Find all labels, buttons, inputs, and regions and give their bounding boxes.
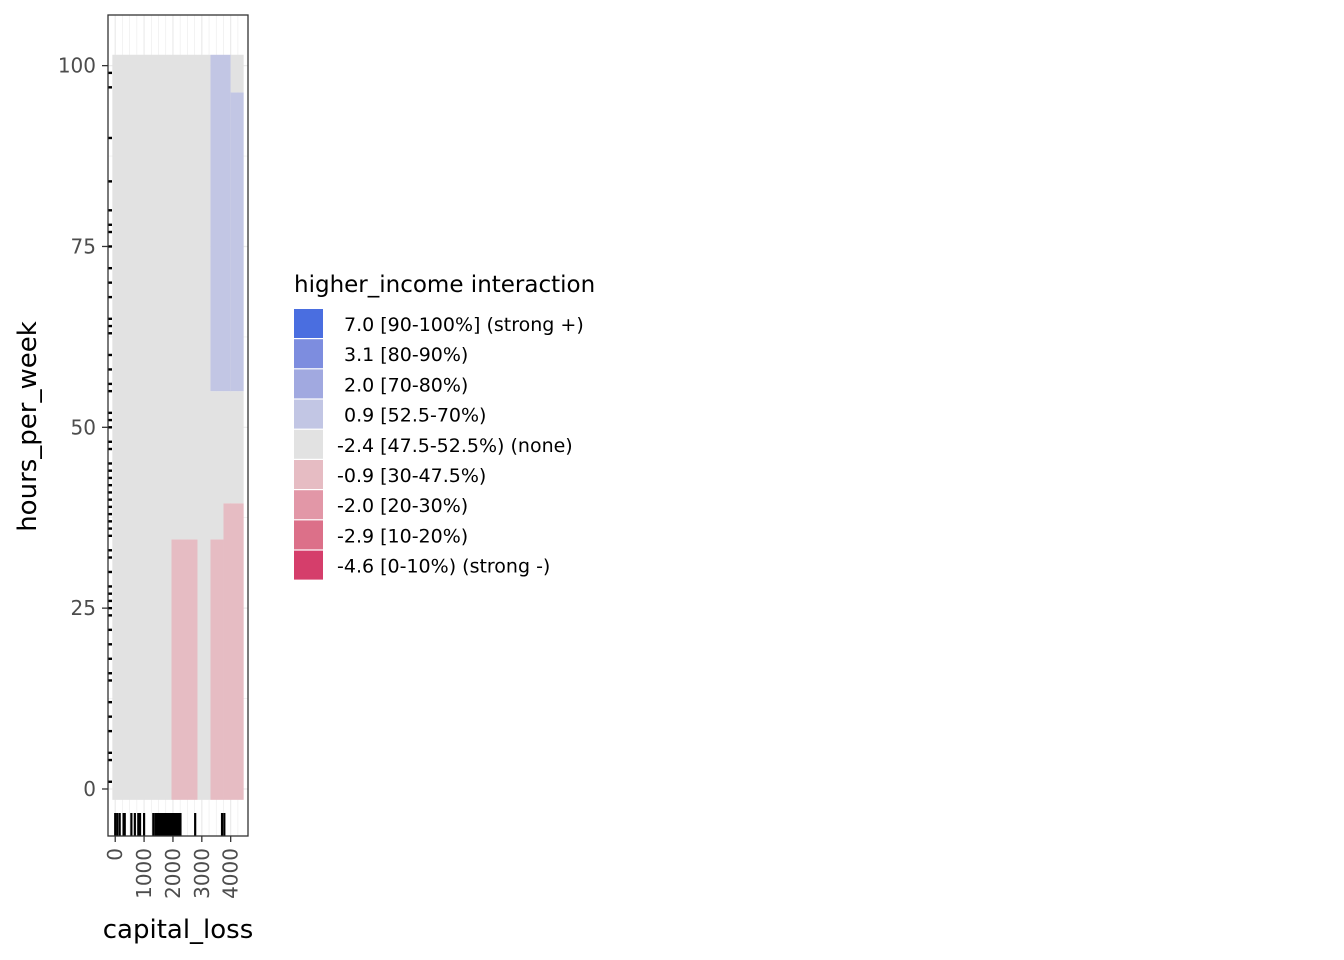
heatmap-tile-5 [223,503,244,800]
legend-title: higher_income interaction [294,272,595,298]
legend-key-1 [294,339,323,369]
legend-label-3: 0.9 [52.5-70%) [344,405,486,427]
y-tick-label-0: 0 [83,777,96,801]
heatmap-tile-9 [230,92,244,392]
legend-label-6: -2.0 [20-30%) [337,495,468,517]
heatmap-tile-10 [230,54,244,93]
legend-label-7: -2.9 [10-20%) [337,525,468,547]
x-tick-label-0: 0 [103,848,127,861]
heatmap-tile-2 [171,54,198,540]
heatmap-tile-8 [210,54,231,392]
x-axis-title: capital_loss [103,915,254,945]
x-tick-label-1: 1000 [132,848,156,899]
x-tick-label-2: 2000 [161,848,185,899]
legend-label-1: 3.1 [80-90%) [344,344,468,366]
legend-label-8: -4.6 [0-10%) (strong -) [337,556,550,578]
heatmap-tile-1 [171,539,198,800]
x-tick-label-4: 4000 [219,848,243,899]
x-tick-label-3: 3000 [190,848,214,899]
y-tick-label-1: 25 [71,596,96,620]
legend-label-0: 7.0 [90-100%] (strong +) [344,314,584,336]
legend-key-6 [294,490,323,520]
panel-border [107,14,249,837]
legend-key-5 [294,460,323,489]
y-tick-label-3: 75 [71,234,96,258]
heatmap-tiles [112,54,244,800]
legend-label-5: -0.9 [30-47.5%) [337,465,486,487]
legend-key-8 [294,550,323,580]
heatmap-tile-0 [112,54,172,800]
y-tick-label-4: 100 [58,54,96,78]
rug-marks [108,71,226,836]
legend-key-0 [294,309,323,338]
legend-key-2 [294,369,323,399]
y-axis-title: hours_per_week [13,321,43,532]
heatmap-tile-7 [223,391,244,504]
heatmap-tile-4 [210,539,224,800]
legend: higher_income interaction 7.0 [90-100%] … [294,272,595,580]
legend-key-4 [294,429,323,459]
legend-label-4: -2.4 [47.5-52.5%) (none) [337,435,573,457]
legend-label-2: 2.0 [70-80%) [344,374,468,396]
legend-key-7 [294,520,323,550]
heatmap-tile-6 [210,391,224,540]
heatmap-tile-3 [197,54,211,800]
legend-key-3 [294,399,323,429]
y-tick-label-2: 50 [71,415,96,439]
